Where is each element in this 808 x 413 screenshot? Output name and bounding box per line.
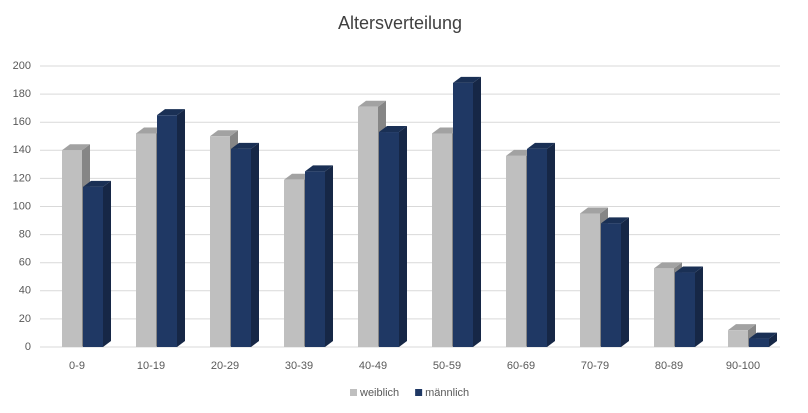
- y-tick-label: 180: [13, 88, 31, 100]
- bar-side: [695, 266, 703, 347]
- x-tick-label: 50-59: [433, 360, 461, 372]
- bar: [453, 82, 473, 348]
- x-tick-label: 70-79: [581, 360, 609, 372]
- bar-top: [210, 130, 238, 137]
- bar-top: [527, 142, 555, 149]
- bar: [62, 150, 82, 347]
- bar-top: [453, 76, 481, 83]
- y-tick-label: 140: [13, 144, 31, 156]
- bar-top: [749, 332, 777, 339]
- bar-side: [547, 142, 555, 347]
- bar: [749, 338, 769, 347]
- legend-swatch: [350, 389, 357, 396]
- bar: [157, 115, 177, 347]
- x-tick-label: 60-69: [507, 360, 535, 372]
- bar-top: [580, 207, 608, 214]
- y-tick-label: 60: [19, 257, 31, 269]
- y-tick-label: 160: [13, 116, 31, 128]
- x-tick-label: 40-49: [359, 360, 387, 372]
- bar-top: [62, 144, 90, 151]
- legend-swatch: [415, 389, 423, 396]
- y-tick-label: 40: [19, 285, 31, 297]
- bar-side: [621, 217, 629, 347]
- bar: [506, 155, 526, 347]
- y-tick-label: 20: [19, 313, 31, 325]
- bar-top: [601, 217, 629, 224]
- bar-top: [231, 142, 259, 149]
- bar-side: [325, 165, 333, 347]
- bar-top: [83, 180, 111, 187]
- x-tick-label: 30-39: [285, 360, 313, 372]
- y-tick-label: 120: [13, 172, 31, 184]
- x-tick-label: 90-100: [726, 360, 760, 372]
- bar-side: [251, 142, 259, 347]
- bar: [675, 272, 695, 347]
- x-tick-label: 80-89: [655, 360, 683, 372]
- bar: [379, 132, 399, 347]
- y-tick-label: 0: [25, 341, 31, 353]
- y-tick-label: 200: [13, 60, 31, 72]
- bar-top: [379, 126, 407, 133]
- bar-side: [769, 332, 777, 347]
- legend-label: weiblich: [359, 387, 399, 399]
- y-tick-label: 100: [13, 200, 31, 212]
- bar: [432, 133, 452, 347]
- bar: [305, 171, 325, 347]
- bar: [527, 148, 547, 347]
- bar: [601, 223, 621, 347]
- bar: [231, 148, 251, 347]
- bar-top: [358, 100, 386, 107]
- bar-top: [675, 266, 703, 273]
- y-tick-label: 80: [19, 229, 31, 241]
- bar-side: [399, 126, 407, 347]
- bar: [580, 213, 600, 347]
- bar-top: [305, 165, 333, 172]
- bar: [654, 268, 674, 347]
- legend-label: männlich: [425, 387, 469, 399]
- bar: [358, 106, 378, 348]
- x-tick-label: 0-9: [69, 360, 85, 372]
- bar: [284, 179, 304, 347]
- x-tick-label: 10-19: [137, 360, 165, 372]
- bar-top: [157, 109, 185, 116]
- bar: [136, 133, 156, 347]
- bar-top: [654, 262, 682, 269]
- bar-side: [103, 180, 111, 347]
- bar: [83, 186, 103, 347]
- bar: [210, 136, 230, 347]
- bar-side: [473, 76, 481, 348]
- bar: [728, 330, 748, 347]
- bar-top: [728, 324, 756, 331]
- chart-title: Altersverteilung: [338, 13, 462, 33]
- bar-side: [177, 109, 185, 347]
- x-tick-label: 20-29: [211, 360, 239, 372]
